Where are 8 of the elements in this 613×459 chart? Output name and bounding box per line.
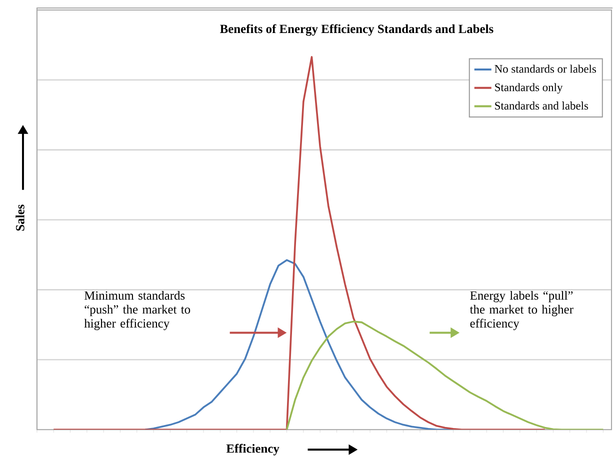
annotation: Energy labels “pull” the market to higher efficiency (470, 291, 574, 330)
x-axis-title: Efficiency (226, 444, 280, 456)
annotation: Minimum standards “push” the market to higher efficiency (84, 291, 190, 330)
legend-label: No standards or labels (494, 64, 596, 73)
chart-title: Benefits of Energy Efficiency Standards and Labels (220, 24, 494, 36)
legend-label: Standards only (495, 83, 563, 94)
y-axis-title: Sales (16, 204, 24, 231)
legend-label: Standards and labels (495, 102, 588, 110)
